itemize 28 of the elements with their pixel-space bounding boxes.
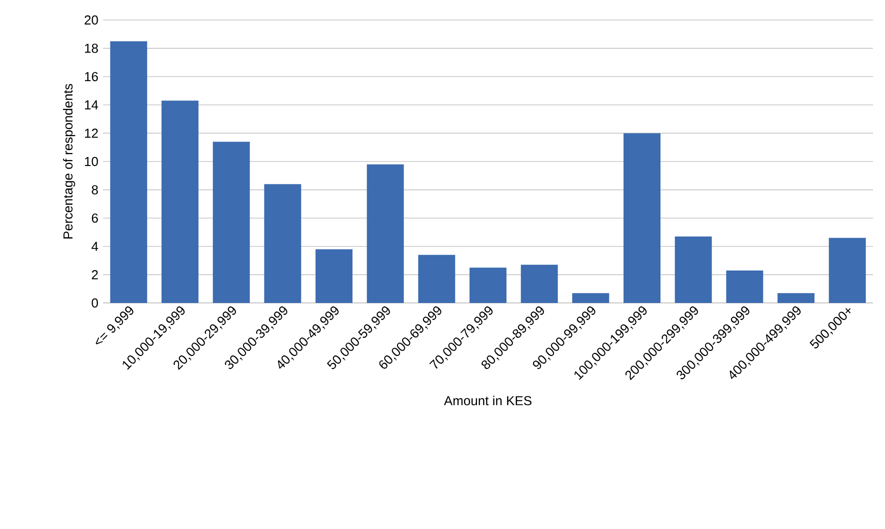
bar: [828, 238, 866, 303]
bar: [470, 268, 506, 303]
bar: [264, 184, 302, 303]
bar: [624, 133, 660, 303]
x-axis-title: Amount in KES: [444, 396, 532, 406]
bar: [162, 100, 198, 303]
bar: [316, 249, 352, 303]
y-tick-label: 0: [92, 298, 98, 308]
bar: [674, 236, 712, 303]
y-tick-label: 8: [92, 185, 98, 194]
y-tick-label: 18: [84, 44, 98, 53]
y-tick-label: 4: [92, 242, 98, 251]
y-tick-label: 20: [84, 15, 98, 25]
y-axis-title: Percentage of respondents: [63, 84, 76, 238]
y-tick-label: 16: [84, 72, 98, 82]
bar: [418, 254, 456, 303]
bar: [572, 293, 610, 303]
y-tick-label: 2: [92, 270, 98, 280]
y-tick-label: 6: [92, 213, 98, 223]
bar: [726, 270, 764, 303]
bar: [366, 164, 404, 303]
y-tick-label: 14: [84, 100, 98, 110]
bar: [778, 293, 814, 303]
bar: [212, 142, 250, 303]
y-tick-label: 12: [84, 128, 98, 138]
bar: [520, 264, 558, 303]
bar: [110, 41, 148, 303]
y-tick-label: 10: [84, 156, 98, 166]
